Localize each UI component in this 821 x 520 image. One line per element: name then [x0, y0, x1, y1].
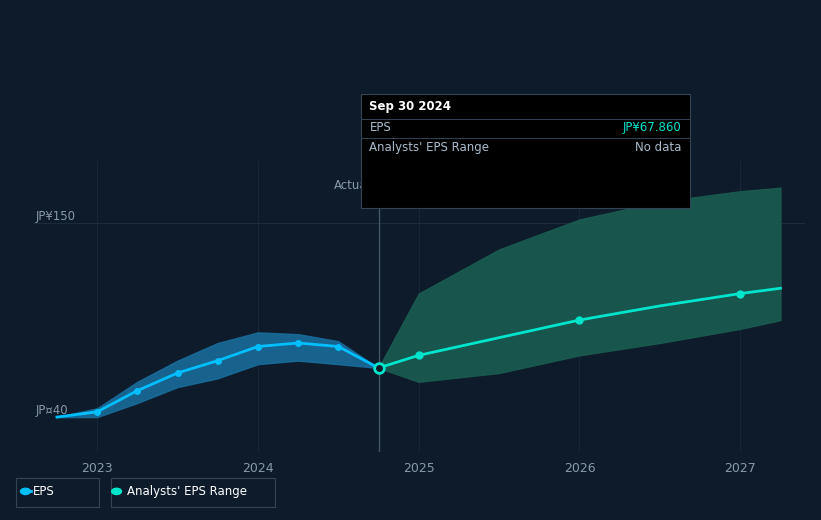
Text: JP¥150: JP¥150	[36, 210, 76, 223]
Text: No data: No data	[635, 141, 681, 154]
Text: Sep 30 2024: Sep 30 2024	[369, 100, 452, 113]
Text: EPS: EPS	[33, 485, 54, 498]
Text: Analysts' EPS Range: Analysts' EPS Range	[369, 141, 489, 154]
Text: JP¤40: JP¤40	[36, 404, 69, 417]
Text: JP¥67.860: JP¥67.860	[622, 121, 681, 134]
Text: Analysts Forecasts: Analysts Forecasts	[387, 179, 497, 192]
Text: Analysts' EPS Range: Analysts' EPS Range	[127, 485, 247, 498]
Text: Actual: Actual	[333, 179, 370, 192]
Text: EPS: EPS	[369, 121, 391, 134]
